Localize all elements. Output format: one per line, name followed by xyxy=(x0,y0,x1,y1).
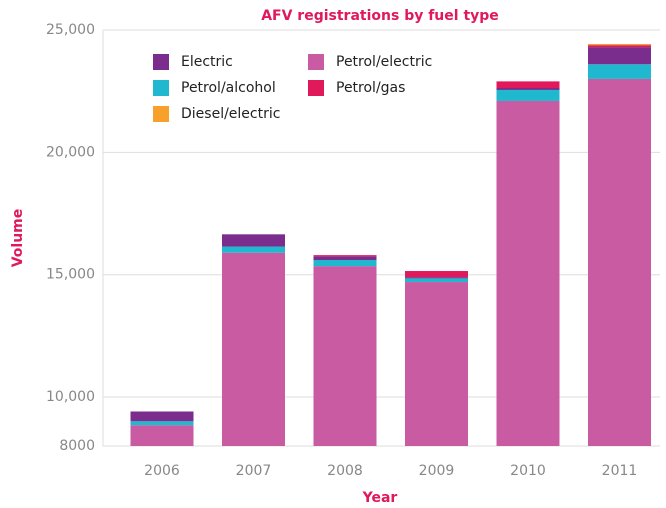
bar-segment xyxy=(588,47,651,65)
y-tick-label: 10,000 xyxy=(46,389,95,405)
legend-swatch xyxy=(308,80,324,96)
bar-segment xyxy=(496,100,560,446)
x-tick-label: 2007 xyxy=(236,463,272,479)
y-tick-label: 20,000 xyxy=(46,144,95,160)
x-tick-label: 2011 xyxy=(602,463,638,479)
legend-swatch xyxy=(153,80,169,96)
bar-segment xyxy=(222,252,285,446)
bar-segment xyxy=(405,277,468,279)
y-tick-label: 15,000 xyxy=(46,267,95,283)
bar-segment xyxy=(588,43,651,46)
legend-swatch xyxy=(153,106,169,122)
bar-segment xyxy=(405,282,468,446)
bar-segment xyxy=(130,421,194,426)
legend-label: Petrol/gas xyxy=(336,80,405,96)
bar-segment xyxy=(313,256,377,261)
legend-swatch xyxy=(308,54,324,70)
bar-segment xyxy=(405,278,468,283)
x-tick-label: 2006 xyxy=(144,463,180,479)
bar-segment xyxy=(496,81,560,88)
bar-segment xyxy=(496,87,560,90)
y-tick-label: 8000 xyxy=(59,438,95,454)
bar-segment xyxy=(313,255,377,257)
bar-segment xyxy=(496,89,560,101)
bar-segment xyxy=(588,45,651,48)
x-axis-label: Year xyxy=(362,490,398,506)
bar-segment xyxy=(130,425,194,446)
legend-label: Diesel/electric xyxy=(181,106,280,122)
legend-label: Petrol/electric xyxy=(336,54,432,70)
legend-label: Electric xyxy=(181,54,233,70)
bar-segment xyxy=(222,234,285,247)
bar-segment xyxy=(588,64,651,79)
bar-segment xyxy=(130,411,194,422)
chart-title: AFV registrations by fuel type xyxy=(261,8,499,24)
legend-swatch xyxy=(153,54,169,70)
y-tick-label: 25,000 xyxy=(46,22,95,38)
x-tick-label: 2010 xyxy=(510,463,546,479)
bar-segment xyxy=(222,246,285,253)
bar-segment xyxy=(313,266,377,446)
bar-segment xyxy=(313,260,377,267)
bar-segment xyxy=(588,78,651,447)
x-tick-label: 2009 xyxy=(419,463,455,479)
bar-segment xyxy=(405,271,468,278)
x-tick-label: 2008 xyxy=(327,463,363,479)
legend-label: Petrol/alcohol xyxy=(181,80,276,96)
y-axis-label: Volume xyxy=(10,209,26,268)
